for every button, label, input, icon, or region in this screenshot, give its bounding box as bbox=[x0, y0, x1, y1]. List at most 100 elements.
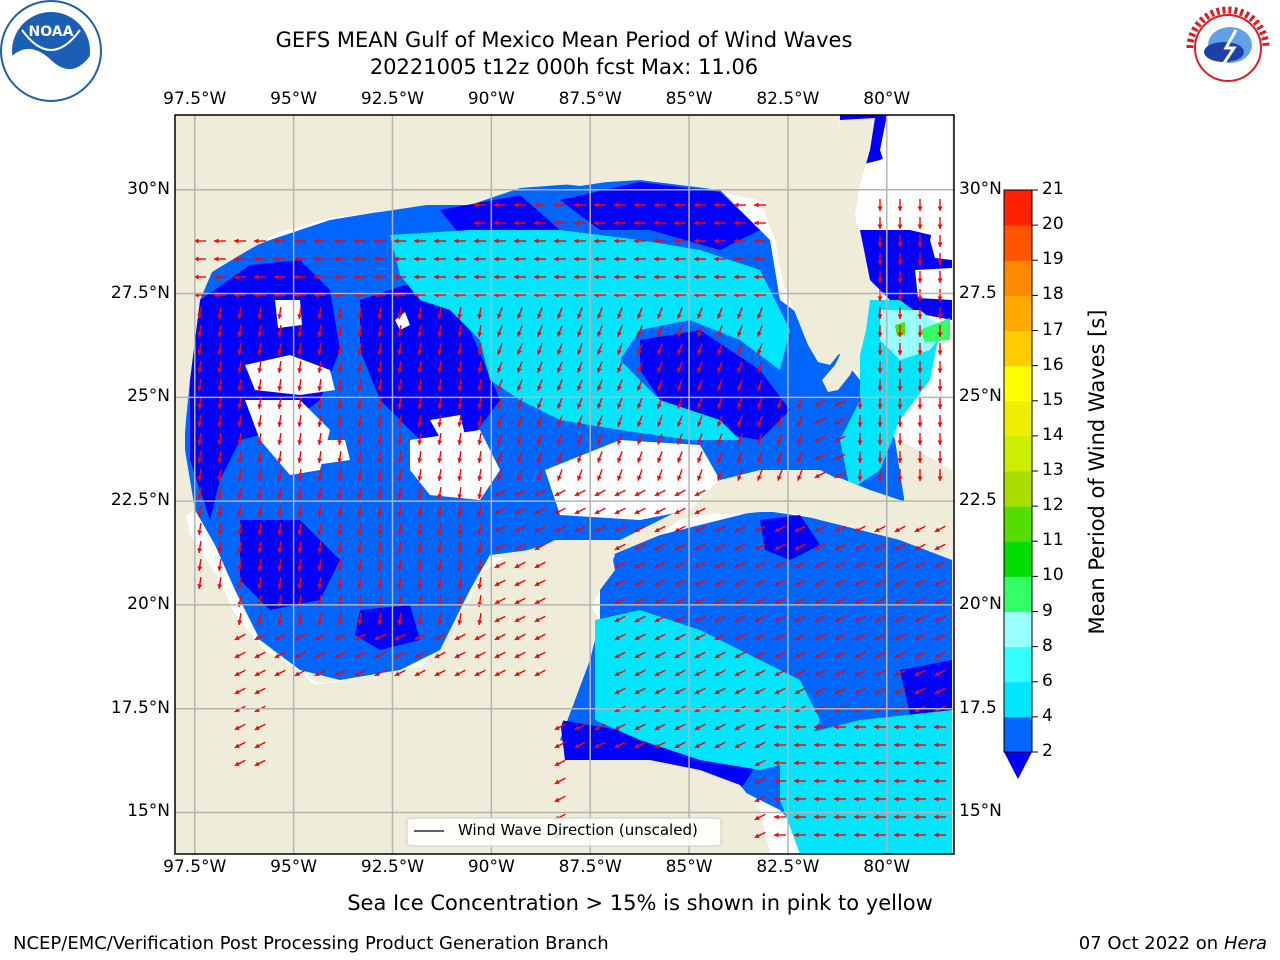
direction-arrow-head bbox=[457, 368, 463, 373]
direction-arrow-head bbox=[897, 224, 903, 229]
direction-arrow-head bbox=[934, 617, 940, 622]
right-lat-label-4: 20°N bbox=[959, 593, 1002, 614]
direction-arrow-head bbox=[694, 202, 699, 208]
direction-arrow-head bbox=[717, 421, 722, 427]
direction-arrow-head bbox=[477, 584, 483, 589]
direction-arrow-head bbox=[877, 224, 883, 229]
direction-arrow-head bbox=[534, 509, 540, 514]
direction-arrow-head bbox=[834, 563, 840, 568]
direction-arrow-head bbox=[674, 545, 680, 550]
direction-arrow-head bbox=[277, 332, 283, 337]
direction-arrow-head bbox=[934, 760, 939, 766]
direction-arrow-head bbox=[197, 584, 203, 589]
direction-arrow-head bbox=[314, 653, 320, 658]
direction-arrow-head bbox=[897, 440, 903, 445]
direction-arrow-head bbox=[237, 476, 243, 481]
direction-arrow-head bbox=[894, 796, 899, 802]
direction-arrow-head bbox=[794, 796, 799, 802]
direction-arrow-head bbox=[894, 653, 900, 658]
direction-arrow-head bbox=[337, 458, 343, 463]
colorbar-band-11 bbox=[1004, 330, 1032, 367]
direction-arrow-head bbox=[814, 707, 820, 712]
direction-arrow-head bbox=[634, 545, 640, 550]
direction-arrow-head bbox=[237, 530, 243, 535]
direction-arrow-head bbox=[377, 332, 383, 337]
direction-arrow-head bbox=[494, 599, 500, 604]
direction-arrow-head bbox=[597, 331, 602, 337]
direction-arrow-head bbox=[534, 617, 540, 622]
direction-arrow-head bbox=[657, 475, 662, 481]
direction-arrow-head bbox=[494, 653, 500, 658]
direction-arrow-head bbox=[717, 439, 722, 445]
direction-arrow-head bbox=[557, 403, 562, 409]
direction-arrow-head bbox=[774, 742, 779, 748]
direction-arrow-head bbox=[277, 512, 283, 517]
direction-arrow-head bbox=[217, 548, 223, 553]
direction-arrow-head bbox=[374, 256, 379, 262]
direction-arrow-head bbox=[514, 509, 520, 514]
direction-arrow-head bbox=[534, 599, 540, 604]
direction-arrow-head bbox=[857, 404, 863, 409]
direction-arrow-head bbox=[474, 635, 480, 640]
direction-arrow-head bbox=[794, 814, 799, 820]
direction-arrow-head bbox=[437, 512, 443, 517]
direction-arrow-head bbox=[634, 274, 639, 280]
direction-arrow-head bbox=[694, 707, 700, 712]
direction-arrow-head bbox=[477, 332, 483, 337]
direction-arrow-head bbox=[237, 386, 243, 391]
direction-arrow-head bbox=[517, 475, 522, 481]
direction-arrow-head bbox=[354, 653, 360, 658]
direction-arrow-head bbox=[854, 778, 859, 784]
direction-arrow-head bbox=[774, 724, 779, 730]
direction-arrow-head bbox=[874, 742, 879, 748]
direction-arrow-head bbox=[334, 256, 339, 262]
direction-arrow-head bbox=[617, 475, 622, 481]
direction-arrow-head bbox=[614, 238, 619, 244]
direction-arrow-head bbox=[477, 494, 483, 499]
direction-arrow-head bbox=[654, 256, 659, 262]
direction-arrow-head bbox=[937, 260, 943, 265]
direction-arrow-head bbox=[337, 530, 343, 535]
direction-arrow-head bbox=[694, 491, 700, 496]
direction-arrow-head bbox=[834, 455, 840, 460]
direction-arrow-head bbox=[414, 635, 420, 640]
direction-arrow-head bbox=[454, 671, 460, 676]
direction-arrow-head bbox=[714, 274, 719, 280]
direction-arrow-head bbox=[254, 274, 259, 280]
direction-arrow-head bbox=[257, 476, 263, 481]
direction-arrow-head bbox=[357, 620, 363, 625]
direction-arrow-head bbox=[874, 581, 880, 586]
direction-arrow-head bbox=[834, 635, 840, 640]
direction-arrow-head bbox=[554, 202, 559, 208]
left-lat-label-4: 20°N bbox=[127, 593, 170, 614]
direction-arrow-head bbox=[874, 599, 880, 604]
direction-arrow-head bbox=[377, 566, 383, 571]
direction-arrow-head bbox=[814, 653, 820, 658]
direction-arrow-head bbox=[697, 349, 702, 355]
direction-arrow-head bbox=[277, 566, 283, 571]
direction-arrow-head bbox=[294, 635, 300, 640]
direction-arrow-head bbox=[434, 256, 439, 262]
direction-arrow-head bbox=[934, 635, 940, 640]
direction-arrow-head bbox=[677, 457, 682, 463]
direction-arrow-head bbox=[314, 635, 320, 640]
direction-arrow-head bbox=[697, 367, 702, 373]
direction-arrow-head bbox=[834, 527, 840, 532]
direction-arrow-head bbox=[754, 617, 760, 622]
direction-arrow-head bbox=[694, 545, 700, 550]
direction-arrow-head bbox=[674, 725, 680, 730]
direction-arrow-head bbox=[917, 422, 923, 427]
direction-arrow-head bbox=[594, 202, 599, 208]
direction-arrow-head bbox=[614, 707, 620, 712]
direction-arrow-head bbox=[257, 566, 263, 571]
direction-arrow-head bbox=[877, 458, 883, 463]
direction-arrow-head bbox=[577, 403, 582, 409]
direction-arrow-head bbox=[934, 778, 939, 784]
direction-arrow-head bbox=[934, 742, 939, 748]
direction-arrow-head bbox=[517, 331, 522, 337]
direction-arrow-head bbox=[514, 617, 520, 622]
direction-arrow-head bbox=[577, 331, 582, 337]
direction-arrow-head bbox=[297, 386, 303, 391]
colorbar-tick-label-3: 8 bbox=[1042, 635, 1053, 656]
direction-arrow-head bbox=[934, 599, 940, 604]
